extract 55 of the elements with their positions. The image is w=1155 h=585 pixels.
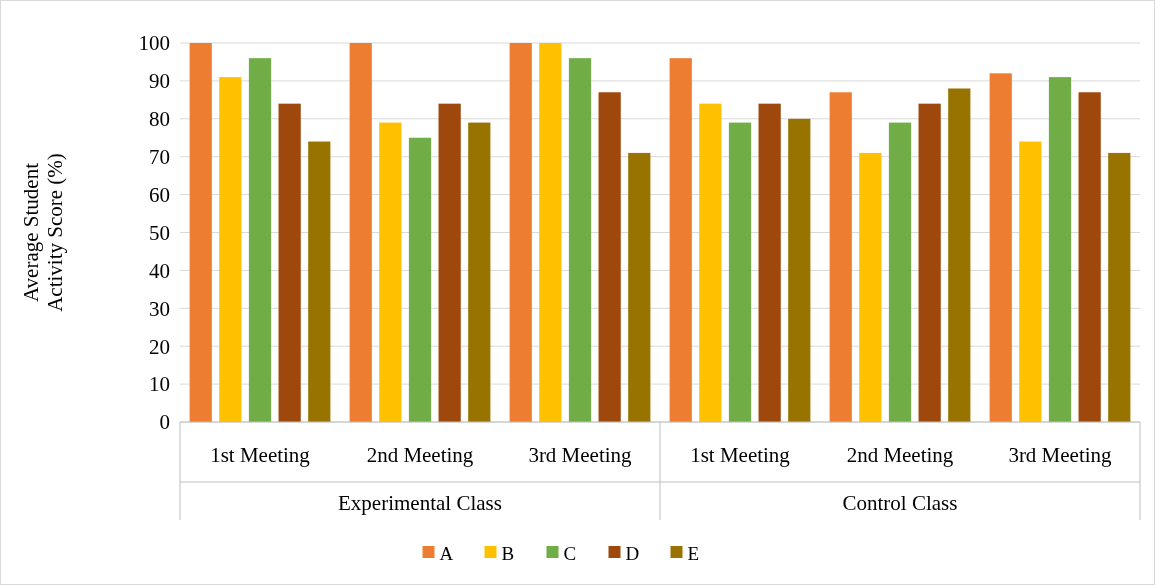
bar	[308, 141, 331, 422]
bar	[349, 43, 372, 422]
bar	[628, 152, 651, 422]
bar	[379, 122, 402, 422]
legend-label: D	[625, 542, 640, 564]
bar	[918, 103, 941, 422]
bar	[1078, 92, 1101, 422]
bar	[189, 43, 212, 422]
x-tick-label: 1st Meeting	[210, 443, 311, 467]
legend-label: A	[439, 542, 454, 564]
text: Control Class	[842, 491, 958, 515]
bar	[888, 122, 912, 422]
bar	[669, 58, 692, 422]
y-tick-label: 30	[149, 296, 170, 321]
x-tick-label: 2nd Meeting	[366, 443, 474, 467]
bar	[248, 58, 272, 422]
x-tick-label: 2nd Meeting	[846, 443, 954, 467]
bar	[758, 103, 781, 422]
y-tick-label: 80	[149, 107, 170, 132]
bar	[1048, 77, 1072, 422]
y-tick-label: 0	[159, 410, 170, 435]
bar	[539, 43, 562, 422]
y-tick-label: 100	[138, 31, 170, 56]
y-tick-label: 90	[149, 69, 170, 94]
bar	[788, 118, 811, 422]
y-tick-label: 40	[149, 258, 170, 283]
y-tick-label: 70	[149, 145, 170, 170]
bar	[1019, 141, 1042, 422]
y-tick-label: 50	[149, 220, 170, 245]
bar	[829, 92, 852, 422]
legend-label: B	[501, 542, 515, 564]
x-tick-label: 3rd Meeting	[1008, 443, 1113, 467]
y-tick-label: 20	[149, 334, 170, 359]
y-tick-label: 10	[149, 372, 170, 397]
bar	[408, 137, 432, 422]
bar	[278, 103, 301, 422]
text: Experimental Class	[338, 491, 502, 515]
bar	[859, 152, 882, 422]
legend-label: E	[687, 542, 700, 564]
bar	[728, 122, 752, 422]
bar	[438, 103, 461, 422]
y-tick-label: 60	[149, 182, 170, 207]
bar	[468, 122, 491, 422]
bar	[509, 43, 532, 422]
bar	[989, 73, 1012, 422]
bar	[219, 77, 242, 422]
bar	[948, 88, 971, 422]
bar	[1108, 152, 1131, 422]
bar	[598, 92, 621, 422]
x-tick-label: 1st Meeting	[690, 443, 791, 467]
bar	[699, 103, 722, 422]
x-tick-label: 3rd Meeting	[528, 443, 633, 467]
y-axis-title: Average Student Activity Score (%)	[19, 153, 67, 312]
bar	[568, 58, 592, 422]
legend-label: C	[563, 542, 577, 564]
